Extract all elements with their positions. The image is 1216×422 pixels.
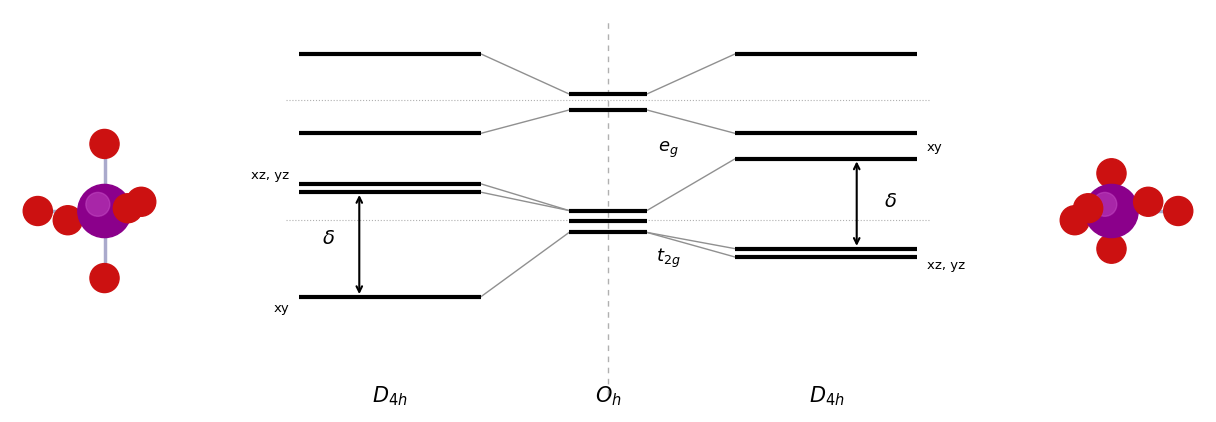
Ellipse shape bbox=[78, 184, 131, 238]
Ellipse shape bbox=[113, 194, 142, 223]
Ellipse shape bbox=[1093, 192, 1116, 216]
Text: $\delta$: $\delta$ bbox=[322, 229, 336, 248]
Ellipse shape bbox=[1097, 159, 1126, 188]
Ellipse shape bbox=[90, 130, 119, 158]
Ellipse shape bbox=[1164, 197, 1193, 225]
Ellipse shape bbox=[1060, 206, 1090, 235]
Ellipse shape bbox=[1133, 187, 1162, 216]
Ellipse shape bbox=[86, 192, 109, 216]
Ellipse shape bbox=[1085, 184, 1138, 238]
Text: $t_{2g}$: $t_{2g}$ bbox=[657, 246, 681, 270]
Text: $\delta$: $\delta$ bbox=[884, 192, 897, 211]
Text: xy: xy bbox=[927, 141, 942, 154]
Text: $e_g$: $e_g$ bbox=[658, 140, 679, 160]
Ellipse shape bbox=[23, 197, 52, 225]
Ellipse shape bbox=[54, 206, 83, 235]
Ellipse shape bbox=[126, 187, 156, 216]
Text: xy: xy bbox=[274, 302, 289, 315]
Text: xz, yz: xz, yz bbox=[927, 259, 966, 272]
Ellipse shape bbox=[90, 264, 119, 292]
Text: $D_{4h}$: $D_{4h}$ bbox=[809, 384, 844, 408]
Ellipse shape bbox=[1097, 234, 1126, 263]
Ellipse shape bbox=[1074, 194, 1103, 223]
Text: $D_{4h}$: $D_{4h}$ bbox=[372, 384, 407, 408]
Text: xz, yz: xz, yz bbox=[250, 169, 289, 181]
Text: $O_h$: $O_h$ bbox=[595, 384, 621, 408]
